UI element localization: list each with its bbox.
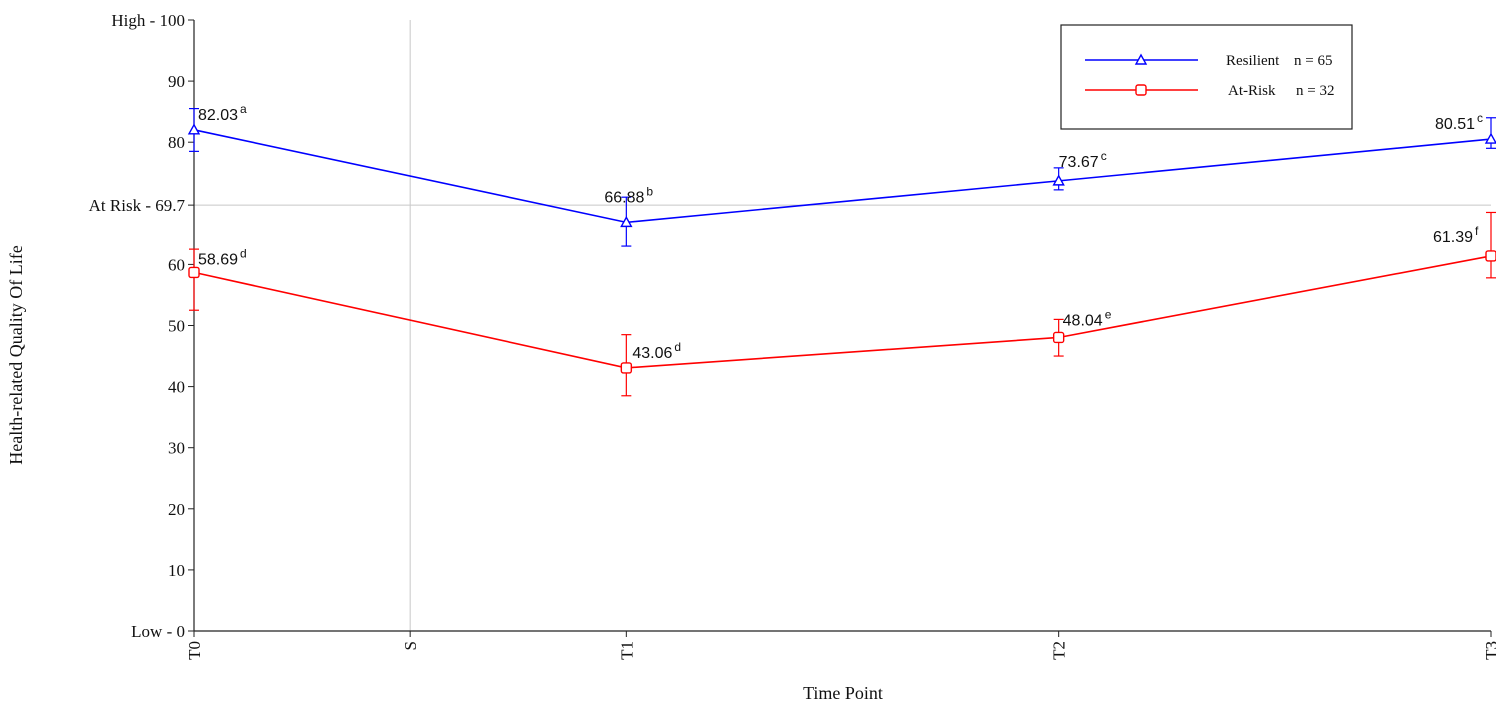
data-point-square [1485, 250, 1496, 262]
data-label-value: 61.39 [1433, 229, 1473, 246]
data-label: 66.88 b [604, 184, 653, 206]
x-tick-label: T2 [1050, 641, 1069, 660]
data-point-triangle [187, 123, 201, 135]
data-label-value: 43.06 [632, 345, 672, 362]
y-axis-title: Health-related Quality Of Life [6, 245, 26, 464]
data-label-value: 82.03 [198, 107, 238, 124]
legend-box [1060, 24, 1353, 130]
data-label-superscript: b [646, 184, 653, 198]
x-axis: T0 S T1 T2 T3 [185, 630, 1496, 660]
x-tick-label: T0 [185, 641, 204, 660]
legend-n-label: n = 32 [1296, 83, 1334, 99]
y-tick-label: 10 [168, 561, 185, 580]
y-tick-label: 20 [168, 500, 185, 519]
data-label-superscript: c [1477, 111, 1483, 125]
data-point-square [1052, 331, 1065, 344]
data-label: 43.06 d [632, 340, 681, 362]
data-label-superscript: c [1101, 149, 1107, 163]
x-tick-label: T1 [617, 641, 636, 660]
legend-marker-triangle [1134, 53, 1148, 65]
data-point-triangle [1484, 132, 1496, 144]
series-resilient: 82.03 a66.88 b73.67 c80.51 c [187, 102, 1496, 247]
legend-n-label: n = 65 [1294, 53, 1332, 69]
y-tick-label: High - 100 [111, 11, 185, 30]
data-label-value: 73.67 [1059, 154, 1099, 171]
reference-lines [194, 20, 1491, 631]
data-label-superscript: f [1475, 224, 1479, 238]
data-label: 73.67 c [1059, 149, 1107, 171]
y-axis: Low - 0 10 20 30 40 50 60 At Risk - 69.7 80 90 Hig… [89, 11, 195, 641]
y-tick-label: Low - 0 [131, 622, 185, 641]
y-tick-label: 30 [168, 439, 185, 458]
series-at-risk: 58.69 d43.06 d48.04 e61.39 f [188, 211, 1496, 397]
data-label: 58.69 d [198, 246, 247, 268]
data-label-value: 58.69 [198, 251, 238, 268]
data-label: 48.04 e [1063, 307, 1112, 329]
data-point-square [620, 362, 633, 374]
series-line [193, 255, 1492, 369]
series-layer: 82.03 a66.88 b73.67 c80.51 c58.69 d43.06 d48.0… [187, 102, 1496, 397]
data-label-value: 66.88 [604, 189, 644, 206]
data-point-triangle [1052, 174, 1065, 186]
x-axis-title: Time Point [803, 683, 883, 703]
data-point-square [188, 266, 200, 279]
data-label-superscript: e [1105, 307, 1112, 321]
data-label: 61.39 f [1433, 224, 1479, 246]
x-tick-label: S [401, 641, 420, 650]
data-label: 82.03 a [198, 102, 247, 124]
legend-marker-square [1135, 84, 1147, 96]
data-label-superscript: d [674, 340, 681, 354]
x-tick-label: T3 [1482, 641, 1496, 660]
y-tick-label: At Risk - 69.7 [89, 196, 186, 215]
y-tick-label: 90 [168, 72, 185, 91]
legend-label: Resilient [1226, 53, 1280, 69]
data-label-superscript: a [240, 102, 247, 116]
legend: Resilient n = 65 At-Risk n = 32 [1060, 24, 1353, 130]
y-tick-label: 40 [168, 378, 185, 397]
y-tick-label: 50 [168, 317, 185, 336]
data-label-superscript: d [240, 246, 247, 260]
series-line [193, 129, 1492, 224]
data-label: 80.51 c [1435, 111, 1483, 133]
data-point-triangle [620, 215, 633, 228]
y-tick-label: 80 [168, 133, 185, 152]
y-tick-label: 60 [168, 255, 185, 274]
data-label-value: 80.51 [1435, 116, 1475, 133]
legend-label: At-Risk [1228, 83, 1276, 99]
data-label-value: 48.04 [1063, 312, 1103, 329]
